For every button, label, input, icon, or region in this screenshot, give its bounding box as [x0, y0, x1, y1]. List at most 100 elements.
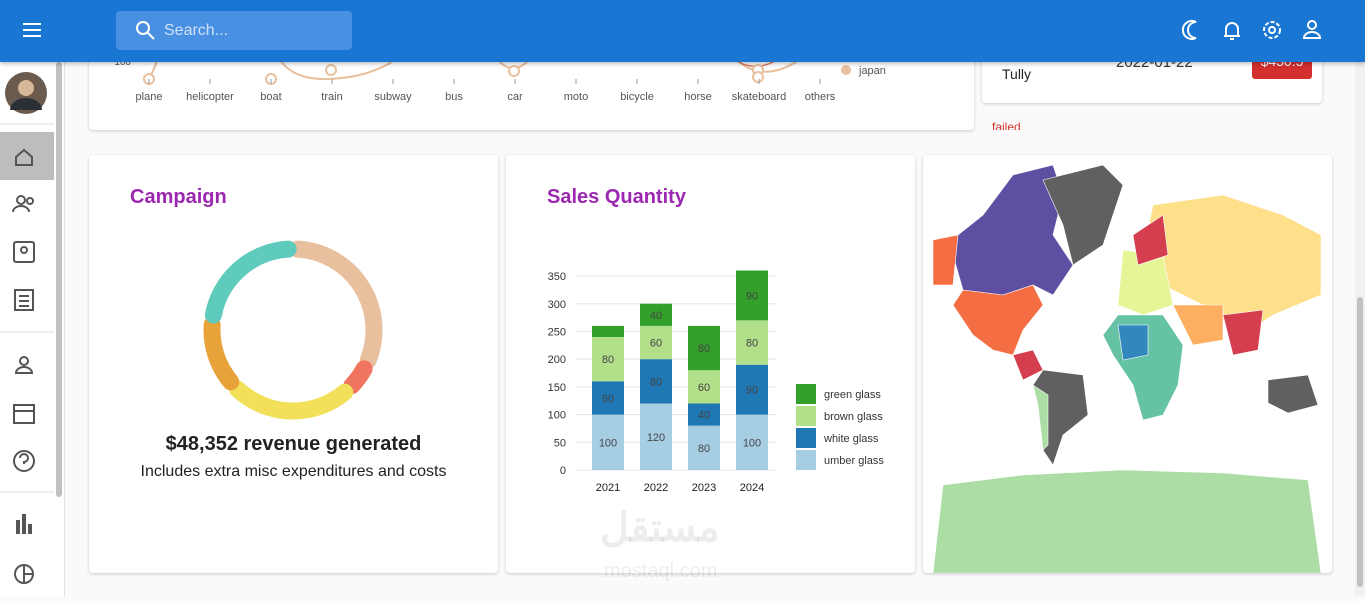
watermark-latin: mostaql.com: [604, 560, 718, 582]
bar-segment: [640, 359, 672, 404]
x-tick-label: plane: [136, 91, 163, 103]
bar-segment: [592, 414, 624, 470]
region: [932, 234, 959, 286]
help-icon[interactable]: [13, 450, 35, 472]
data-label: 80: [698, 443, 710, 455]
y-tick-label: 300: [548, 299, 566, 311]
donut-segment: [228, 380, 354, 420]
data-label: 60: [650, 338, 662, 350]
search-box[interactable]: Search...: [116, 11, 352, 50]
x-tick-label: 2021: [596, 482, 620, 494]
legend-swatch: [796, 450, 816, 470]
card-title: Sales Quantity: [547, 186, 686, 208]
region: [1032, 384, 1049, 451]
region: [1117, 324, 1149, 361]
notifications-icon[interactable]: [1224, 22, 1240, 40]
donut-segment: [204, 240, 297, 324]
x-tick-label: car: [507, 91, 523, 103]
page-scrollbar[interactable]: [1355, 62, 1365, 596]
sidebar-scrollbar[interactable]: [56, 62, 62, 497]
avatar-body: [10, 98, 42, 110]
data-label: 100: [743, 437, 761, 449]
avatar-face: [18, 80, 34, 96]
data-label: 60: [698, 382, 710, 394]
x-tick-label: bicycle: [620, 91, 654, 103]
x-tick-label: bus: [445, 91, 463, 103]
card-title: Campaign: [130, 186, 227, 208]
account-icon[interactable]: [1302, 20, 1322, 39]
x-tick-label: 2024: [740, 482, 764, 494]
bar-segment: [688, 325, 720, 371]
bar-segment: [736, 270, 768, 321]
scroll-thumb[interactable]: [1357, 297, 1363, 587]
menu-icon[interactable]: [23, 23, 41, 37]
region: [932, 469, 1322, 573]
x-tick-label: skateboard: [732, 91, 786, 103]
campaign-card: Campaign $48,352 revenue generated Inclu…: [89, 155, 498, 573]
x-tick-label: horse: [684, 91, 712, 103]
line-chart: japan 100 plane helicopter boat train subway…: [114, 39, 886, 103]
donut-segment: [203, 316, 240, 391]
active-item[interactable]: [0, 132, 54, 180]
profile-icon[interactable]: [14, 356, 34, 374]
watermark-arabic: مستقل: [600, 506, 720, 550]
region: [1222, 309, 1264, 356]
bar-segment: [736, 320, 768, 365]
y-tick-label: 150: [548, 382, 566, 394]
x-tick-label: 2022: [644, 482, 668, 494]
y-tick-label: 100: [114, 57, 131, 68]
region: [1132, 214, 1169, 266]
legend-marker: [841, 65, 851, 75]
app-bar-icons: [23, 20, 1322, 40]
x-tick-label: 2023: [692, 482, 716, 494]
data-label: 80: [698, 343, 710, 355]
search-icon: [136, 21, 155, 40]
bar-segment: [640, 325, 672, 360]
data-label: 120: [647, 432, 665, 444]
map-card: [923, 155, 1332, 573]
contacts-icon[interactable]: [13, 241, 35, 263]
x-tick-label: subway: [374, 91, 412, 103]
app-bar: Search...: [0, 0, 1365, 62]
bar-segment: [736, 414, 768, 470]
data-label: 90: [746, 290, 758, 302]
legend-label: japan: [858, 65, 886, 77]
data-label: 80: [746, 338, 758, 350]
status-text: failed: [992, 120, 1021, 130]
bar-segment: [640, 403, 672, 470]
sidebar: [0, 62, 65, 596]
y-tick-label: 50: [554, 437, 566, 449]
settings-icon[interactable]: [1263, 21, 1281, 39]
stacked-bar-chart: 0 50 100 150 200 250 300 350 100 60 80 2021 120 80 60 4…: [548, 270, 884, 494]
home-icon[interactable]: [15, 148, 33, 166]
customer-name: Tully: [1002, 66, 1032, 82]
x-tick-label: moto: [564, 91, 588, 103]
search-placeholder: Search...: [164, 22, 229, 39]
region: [952, 284, 1044, 356]
line-points: [143, 64, 764, 85]
bar-segment: [688, 370, 720, 404]
bar-segment: [592, 337, 624, 382]
bar-segment: [592, 381, 624, 415]
y-tick-label: 200: [548, 354, 566, 366]
sidebar-icons: [0, 62, 62, 584]
donut-segment: [343, 360, 373, 395]
bar-icon[interactable]: [16, 514, 32, 534]
region: [1172, 304, 1224, 346]
data-label: 80: [602, 354, 614, 366]
y-tick-label: 0: [560, 465, 566, 477]
pie-icon[interactable]: [14, 564, 34, 584]
theme-icon[interactable]: [1181, 20, 1197, 40]
invoices-icon[interactable]: [14, 289, 34, 311]
y-tick-label: 250: [548, 326, 566, 338]
calendar-icon[interactable]: [13, 404, 35, 424]
data-label: 80: [650, 376, 662, 388]
donut-segment: [289, 240, 383, 369]
users-icon[interactable]: [12, 195, 34, 213]
x-tick-label: boat: [260, 91, 281, 103]
data-label: 40: [698, 410, 710, 422]
bar-segment: [592, 325, 624, 337]
region: [1267, 374, 1319, 414]
region: [1012, 349, 1044, 381]
x-tick-label: train: [321, 91, 342, 103]
